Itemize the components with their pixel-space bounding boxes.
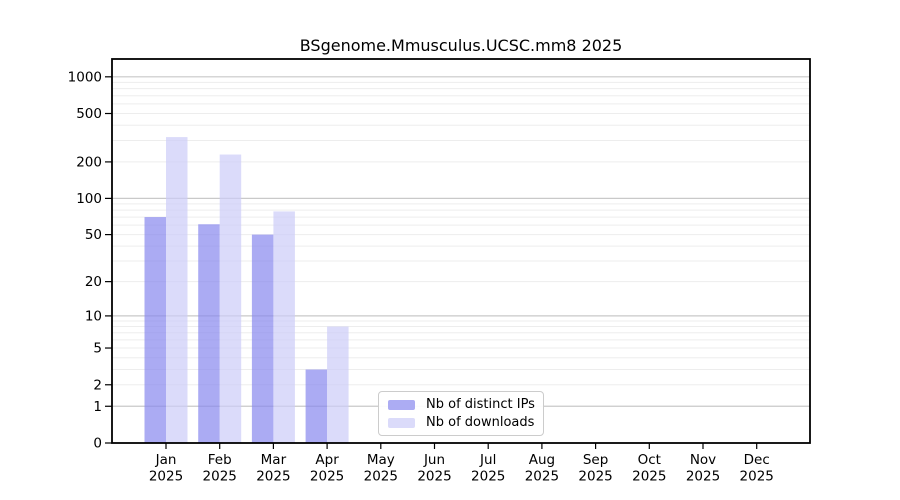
x-tick-label-month: Apr <box>315 452 339 468</box>
x-tick-label-year: 2025 <box>632 469 666 485</box>
y-tick-label: 1000 <box>68 69 102 85</box>
x-tick-label-year: 2025 <box>256 469 290 485</box>
bar-nb-of-distinct-ips-feb <box>198 224 220 443</box>
y-tick-label: 100 <box>76 191 102 207</box>
x-tick-label-month: Mar <box>261 452 287 468</box>
x-tick-label-year: 2025 <box>740 469 774 485</box>
x-tick-label-month: Sep <box>583 452 608 468</box>
x-tick-label-month: Feb <box>208 452 232 468</box>
x-tick-label-year: 2025 <box>203 469 237 485</box>
x-tick-label-month: Dec <box>744 452 770 468</box>
bar-nb-of-downloads-mar <box>273 211 295 443</box>
x-tick-label-month: Aug <box>529 452 555 468</box>
y-tick-label: 50 <box>85 227 102 243</box>
chart-title: BSgenome.Mmusculus.UCSC.mm8 2025 <box>299 36 623 55</box>
bar-nb-of-downloads-jan <box>166 137 188 444</box>
y-tick-label: 0 <box>93 436 102 452</box>
y-tick-label: 200 <box>76 154 102 170</box>
y-tick-label: 5 <box>93 341 102 357</box>
y-tick-label: 1 <box>93 399 102 415</box>
bar-nb-of-distinct-ips-apr <box>305 369 328 443</box>
legend-swatch-downloads-icon <box>388 417 415 428</box>
bar-nb-of-downloads-apr <box>327 326 349 443</box>
x-tick-label-month: Jun <box>423 452 445 468</box>
x-tick-label-month: May <box>367 452 395 468</box>
y-tick-label: 2 <box>93 377 102 393</box>
bar-nb-of-downloads-feb <box>219 154 242 443</box>
y-tick-label: 20 <box>85 274 102 290</box>
x-tick-label-year: 2025 <box>686 469 720 485</box>
legend: Nb of distinct IPs Nb of downloads <box>378 391 544 436</box>
y-tick-label: 500 <box>76 106 102 122</box>
x-tick-label-month: Oct <box>638 452 661 468</box>
x-tick-label-month: Nov <box>690 452 716 468</box>
legend-label-downloads: Nb of downloads <box>426 415 535 430</box>
x-tick-label-month: Jul <box>479 452 496 468</box>
x-tick-label-year: 2025 <box>417 469 451 485</box>
legend-swatch-distinct-ips-icon <box>388 399 415 410</box>
legend-item-distinct-ips: Nb of distinct IPs <box>388 397 535 412</box>
plot-border <box>111 58 811 444</box>
x-tick-label-year: 2025 <box>364 469 398 485</box>
x-tick-label-year: 2025 <box>525 469 559 485</box>
x-tick-label-month: Jan <box>155 452 177 468</box>
x-tick-label-year: 2025 <box>471 469 505 485</box>
bar-nb-of-distinct-ips-mar <box>251 234 274 443</box>
x-tick-label-year: 2025 <box>310 469 344 485</box>
legend-item-downloads: Nb of downloads <box>388 416 534 429</box>
y-tick-label: 10 <box>85 308 102 324</box>
legend-label-distinct-ips: Nb of distinct IPs <box>426 397 535 412</box>
bar-nb-of-distinct-ips-jan <box>144 217 166 443</box>
x-tick-label-year: 2025 <box>578 469 612 485</box>
x-tick-label-year: 2025 <box>149 469 183 485</box>
